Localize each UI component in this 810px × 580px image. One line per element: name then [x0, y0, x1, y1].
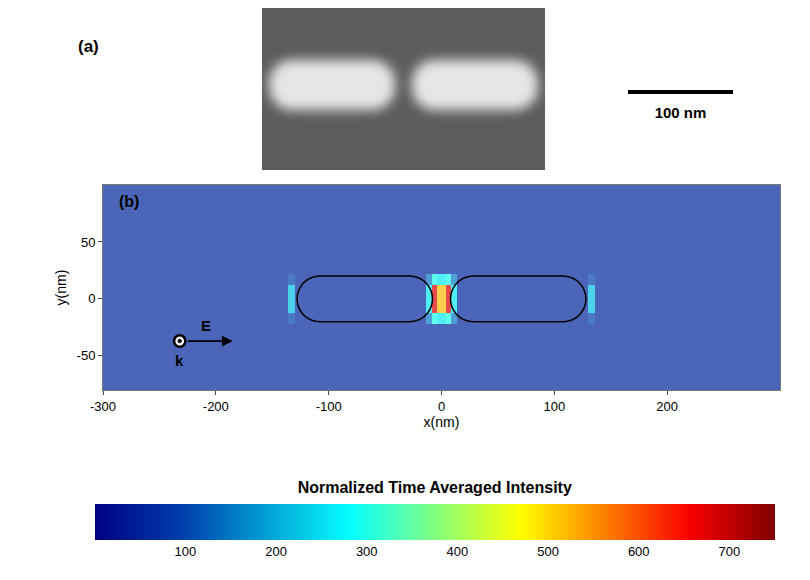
svg-text:100: 100 [175, 544, 197, 559]
svg-text:Normalized Time Averaged Inten: Normalized Time Averaged Intensity [298, 479, 572, 496]
svg-text:-200: -200 [203, 399, 229, 414]
svg-text:200: 200 [265, 544, 287, 559]
svg-text:50: 50 [81, 234, 95, 249]
svg-text:100 nm: 100 nm [655, 104, 707, 121]
svg-text:700: 700 [719, 544, 741, 559]
svg-text:500: 500 [537, 544, 559, 559]
svg-text:200: 200 [656, 399, 678, 414]
svg-text:k: k [175, 352, 184, 369]
svg-text:0: 0 [438, 399, 445, 414]
svg-text:600: 600 [628, 544, 650, 559]
svg-text:-300: -300 [90, 399, 116, 414]
svg-text:E: E [201, 317, 211, 334]
svg-text:y(nm): y(nm) [53, 270, 69, 306]
svg-text:0: 0 [88, 291, 95, 306]
svg-text:400: 400 [447, 544, 469, 559]
svg-text:300: 300 [356, 544, 378, 559]
svg-text:100: 100 [543, 399, 565, 414]
svg-text:-100: -100 [316, 399, 342, 414]
svg-text:-50: -50 [77, 348, 96, 363]
svg-text:(a): (a) [78, 37, 99, 56]
svg-text:(b): (b) [119, 193, 139, 210]
svg-text:x(nm): x(nm) [424, 414, 460, 430]
